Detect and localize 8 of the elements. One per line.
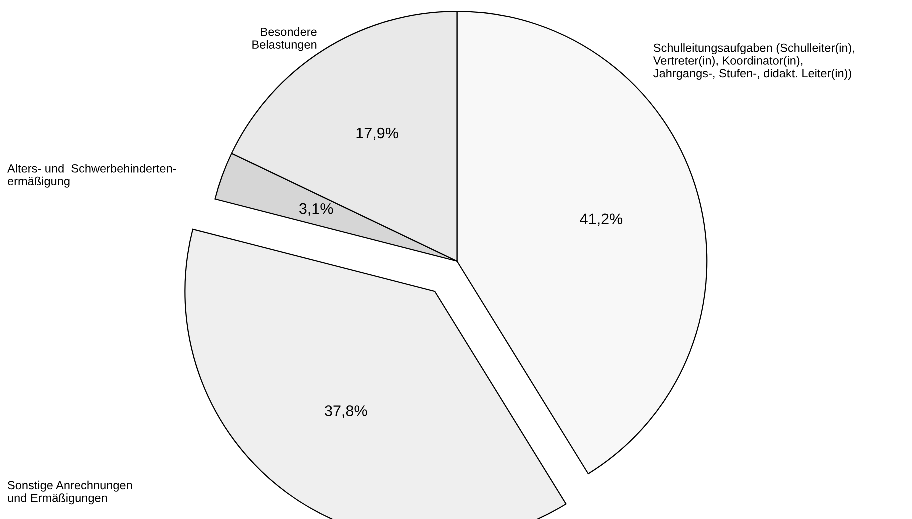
slice-label: Besondere Belastungen — [252, 28, 317, 52]
data-label: 17,9% — [356, 128, 398, 140]
data-label: 37,8% — [325, 406, 368, 418]
slice-label: Schulleitungsaufgaben (Schulleiter(in), Vertreter(in), Koordinator(in), Jahrgangs-, Stufen-, didakt. Leiter(in)) — [653, 44, 854, 80]
slice-label: Sonstige Anrechnungen und Ermäßigungen — [8, 480, 132, 505]
data-label: 3,1% — [300, 203, 334, 216]
data-label: 41,2% — [580, 214, 623, 226]
slice-label: Alters- und Schwerbehinderten- ermäßigung — [8, 164, 176, 188]
